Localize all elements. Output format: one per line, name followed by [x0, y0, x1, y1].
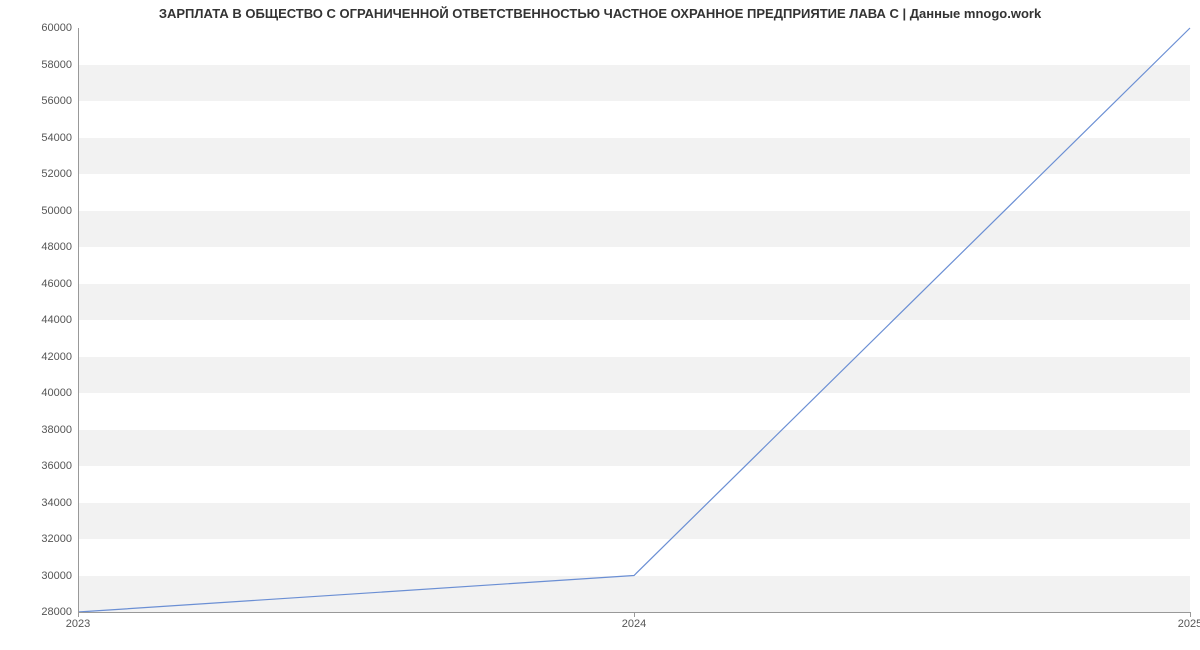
y-tick-label: 40000 [41, 387, 78, 399]
series-line [78, 28, 1190, 612]
line-layer [78, 28, 1190, 612]
x-axis-line [78, 612, 1190, 613]
y-tick-label: 48000 [41, 241, 78, 253]
y-tick-label: 60000 [41, 22, 78, 34]
y-tick-label: 50000 [41, 205, 78, 217]
y-tick-label: 38000 [41, 424, 78, 436]
chart-title: ЗАРПЛАТА В ОБЩЕСТВО С ОГРАНИЧЕННОЙ ОТВЕТ… [0, 6, 1200, 21]
salary-chart: ЗАРПЛАТА В ОБЩЕСТВО С ОГРАНИЧЕННОЙ ОТВЕТ… [0, 0, 1200, 650]
y-tick-label: 32000 [41, 533, 78, 545]
plot-area: 2800030000320003400036000380004000042000… [78, 28, 1190, 612]
y-tick-label: 36000 [41, 460, 78, 472]
y-tick-label: 54000 [41, 132, 78, 144]
y-tick-label: 56000 [41, 95, 78, 107]
y-tick-label: 34000 [41, 497, 78, 509]
y-tick-label: 58000 [41, 59, 78, 71]
y-tick-label: 44000 [41, 314, 78, 326]
y-tick-label: 52000 [41, 168, 78, 180]
y-tick-label: 42000 [41, 351, 78, 363]
y-tick-label: 46000 [41, 278, 78, 290]
y-tick-label: 30000 [41, 570, 78, 582]
x-tick-mark [1190, 612, 1191, 617]
x-tick-label: 2025 [1178, 612, 1200, 630]
y-axis-line [78, 28, 79, 612]
